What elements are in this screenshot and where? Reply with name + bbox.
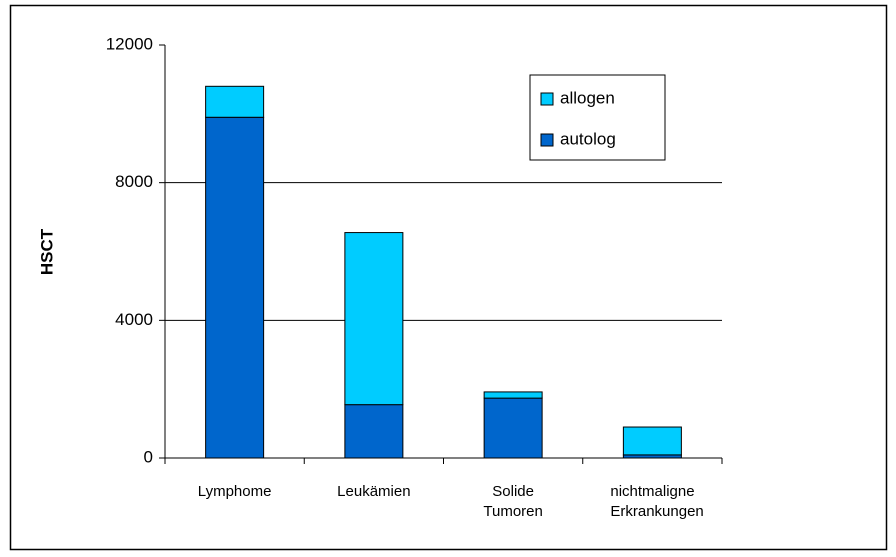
bar-segment [205,116,265,459]
legend-swatch [540,92,554,106]
y-tick-label: 4000 [115,310,153,329]
chart-border [9,4,888,551]
y-tick-label: 8000 [115,172,153,191]
y-axis-label: HSCT [37,228,56,275]
bar-segment [205,85,265,118]
y-tick-label: 12000 [106,34,153,53]
legend-label: allogen [560,88,615,107]
bar-segment [483,391,543,399]
bar-segment [483,397,543,459]
legend-swatch [540,133,554,147]
y-tick-label: 0 [144,447,153,466]
bar-segment [344,404,404,459]
bar-segment [622,426,682,456]
x-tick-label: Lymphome [197,483,272,500]
legend-label: autolog [560,129,616,148]
x-tick-label: nichtmaligne Erkrankungen [610,483,704,520]
x-tick-label: Leukämien [337,483,411,500]
x-tick-label: Solide Tumoren [483,483,543,520]
bar-segment [344,232,404,406]
